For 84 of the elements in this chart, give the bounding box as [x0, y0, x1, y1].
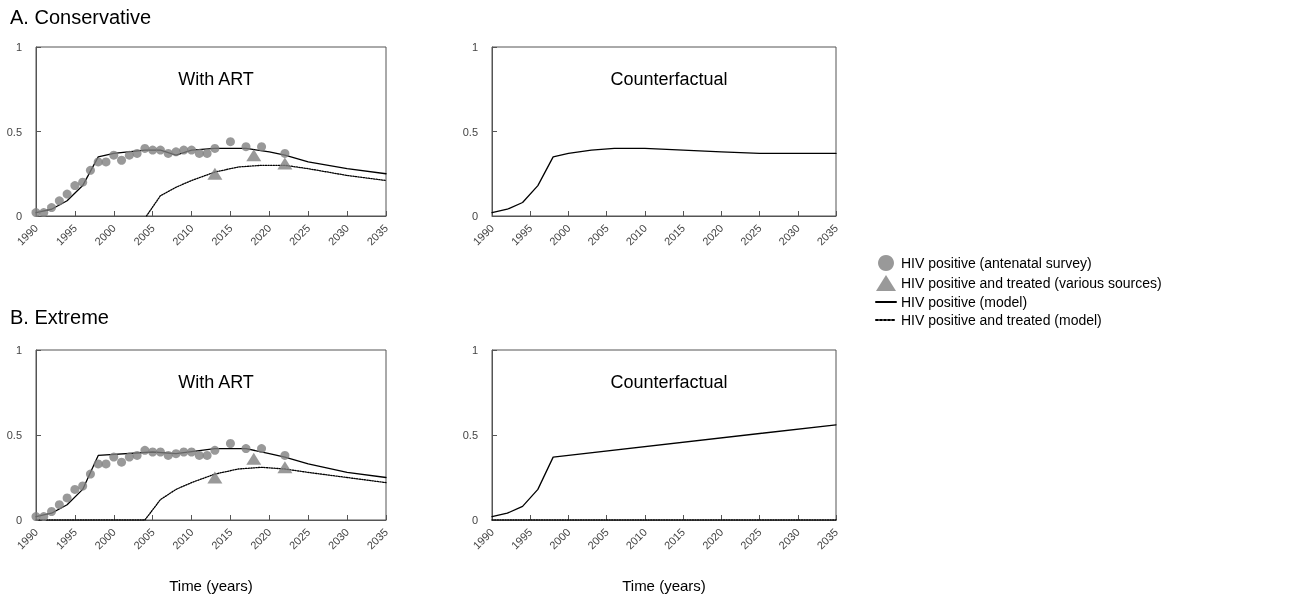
text: Counterfactual: [610, 372, 728, 392]
point: [187, 145, 197, 155]
y-tick-label: 1: [15, 41, 22, 53]
point: [225, 439, 235, 448]
point: [202, 450, 212, 460]
point: [277, 461, 293, 474]
point: [39, 512, 49, 522]
point: [62, 493, 72, 503]
text: With ART: [178, 69, 254, 89]
point: [207, 471, 223, 484]
point: [117, 457, 127, 467]
point: [171, 147, 181, 157]
legend-label: HIV positive (antenatal survey): [901, 255, 1092, 271]
point: [101, 157, 111, 167]
point: [132, 450, 142, 460]
point: [124, 150, 134, 160]
point: [210, 143, 220, 153]
text: With ART: [178, 372, 254, 392]
point: [202, 148, 212, 158]
point: [109, 150, 119, 160]
point: [70, 181, 80, 191]
point: [101, 459, 111, 469]
point: [194, 148, 204, 158]
point: [140, 143, 150, 153]
point: [31, 208, 41, 218]
point: [187, 447, 197, 457]
point: [93, 157, 103, 167]
point: [140, 445, 150, 455]
y-tick-label: 0.5: [6, 429, 22, 441]
point: [109, 452, 119, 462]
point: [62, 189, 72, 199]
y-tick-label: 1: [471, 344, 478, 356]
chart-title: B. Extreme: [10, 306, 109, 328]
point: [78, 481, 88, 491]
y-tick-label: 1: [15, 344, 22, 356]
point: [210, 445, 220, 455]
point: [241, 444, 251, 454]
y-tick-label: 0: [471, 514, 478, 526]
legend-label: HIV positive (model): [901, 294, 1028, 310]
point: [171, 449, 181, 459]
point: [225, 137, 235, 147]
point: [93, 459, 103, 469]
y-tick-label: 0.5: [462, 125, 478, 138]
y-tick-label: 0.5: [462, 429, 478, 441]
point: [155, 447, 165, 457]
point: [246, 452, 262, 465]
point: [277, 157, 293, 170]
point: [54, 196, 64, 206]
text: Counterfactual: [610, 69, 728, 89]
y-tick-label: 0: [471, 210, 478, 222]
point: [246, 149, 262, 162]
point: [155, 145, 165, 155]
chart-title: A. Conservative: [10, 6, 152, 28]
point: [70, 484, 80, 494]
point: [163, 148, 173, 158]
point: [207, 167, 223, 180]
point: [241, 142, 251, 152]
point: [280, 148, 290, 158]
point: [132, 148, 142, 158]
point: [179, 145, 189, 155]
y-tick-label: 0: [15, 210, 22, 222]
point: [85, 165, 95, 175]
point: [163, 450, 173, 460]
point: [54, 500, 64, 510]
y-tick-label: 0: [15, 514, 22, 526]
point: [280, 450, 290, 460]
point: [85, 469, 95, 479]
legend-label: HIV positive and treated (various sources): [901, 275, 1162, 291]
point: [47, 203, 57, 213]
x-axis-title: Time (years): [622, 577, 706, 594]
y-tick-label: 1: [471, 41, 478, 53]
point: [31, 512, 41, 522]
point: [148, 145, 158, 155]
point: [257, 444, 267, 454]
x-axis-title: Time (years): [169, 577, 253, 594]
y-tick-label: 0.5: [6, 125, 22, 138]
point: [78, 177, 88, 187]
point: [257, 142, 267, 152]
point: [39, 208, 49, 218]
point: [194, 450, 204, 460]
point: [124, 452, 134, 462]
point: [47, 507, 57, 516]
legend-label: HIV positive and treated (model): [901, 312, 1102, 328]
point: [117, 155, 127, 165]
